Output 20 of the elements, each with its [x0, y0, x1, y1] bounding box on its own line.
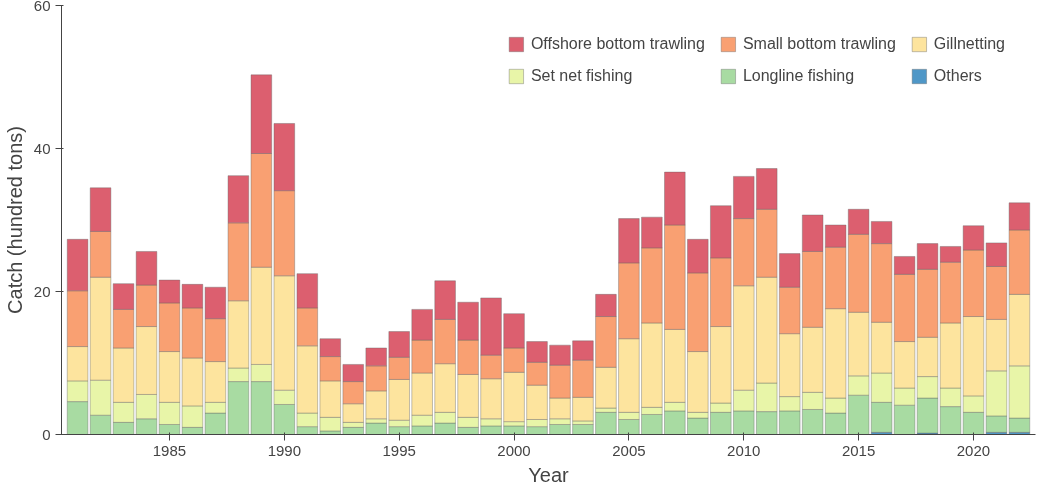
- legend-label: Gillnetting: [933, 35, 1005, 53]
- x-tick-label: 2015: [841, 441, 876, 459]
- legend-label: Longline fishing: [742, 67, 855, 85]
- x-tick-label: 2005: [612, 441, 646, 459]
- x-axis-title: Year: [528, 463, 570, 486]
- y-tick-label: 20: [33, 282, 51, 300]
- y-tick-label: 60: [33, 0, 51, 14]
- legend-label: Others: [933, 67, 982, 85]
- x-tick-label: 1995: [382, 441, 416, 459]
- x-tick-label: 2020: [956, 441, 991, 459]
- legend-label: Small bottom trawling: [742, 35, 896, 53]
- y-tick-label: 0: [42, 425, 51, 443]
- legend-label: Set net fishing: [530, 67, 633, 85]
- y-axis-title: Catch (hundred tons): [3, 126, 26, 314]
- x-tick-label: 2010: [727, 441, 761, 459]
- x-tick-label: 1985: [152, 441, 187, 459]
- y-tick-label: 40: [33, 139, 51, 157]
- x-tick-label: 2000: [497, 441, 531, 459]
- x-tick-label: 1990: [267, 441, 302, 459]
- legend-label: Offshore bottom trawling: [530, 35, 705, 53]
